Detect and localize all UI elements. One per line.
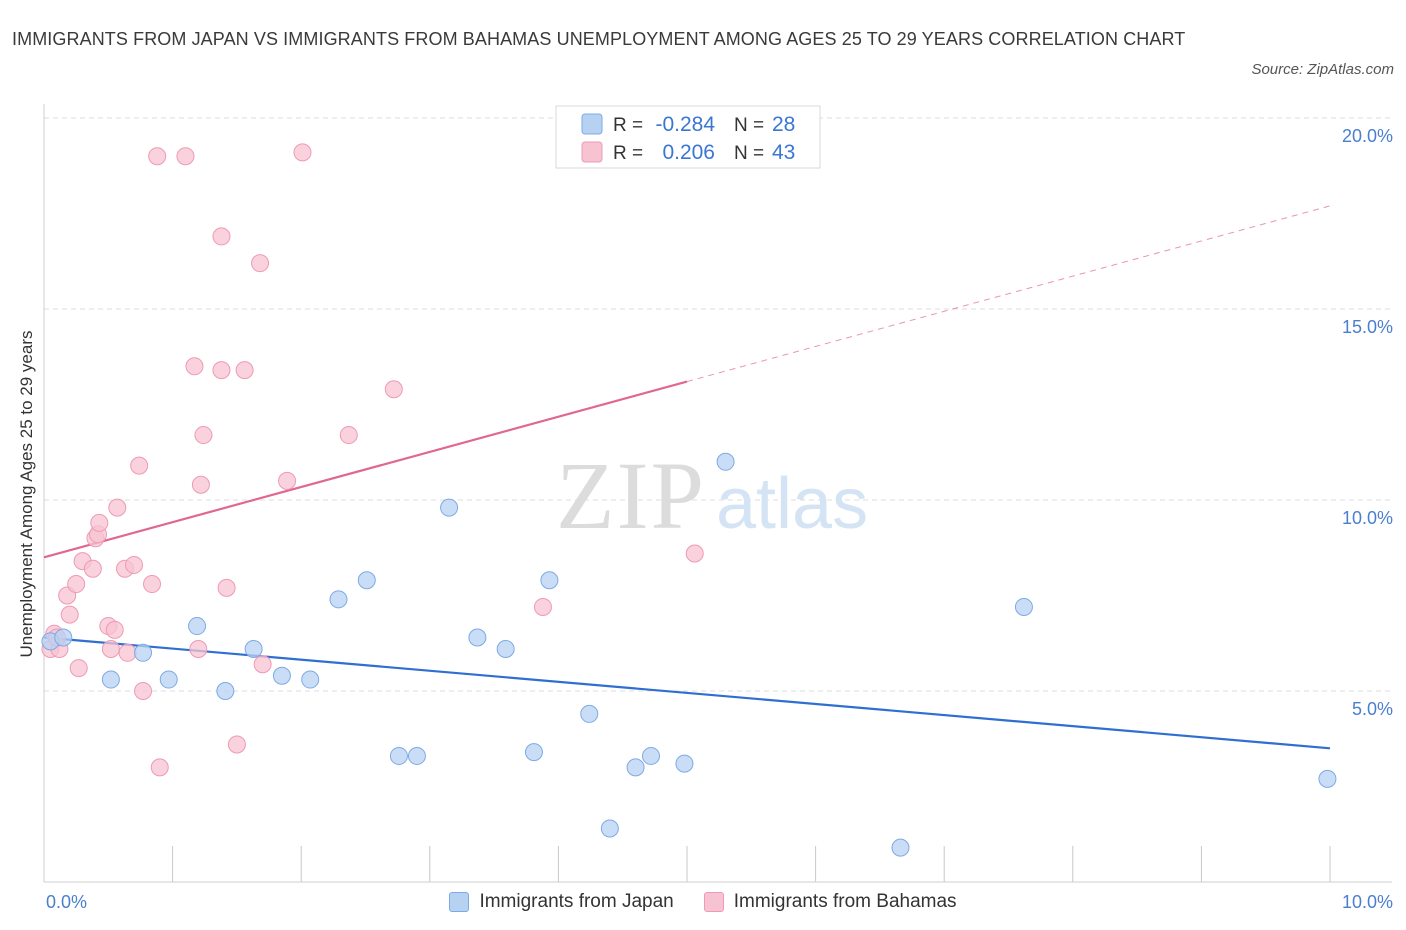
data-point-japan (496, 639, 515, 658)
data-point-japan (468, 628, 487, 647)
trend-line-bahamas (43, 380, 688, 559)
data-point-bahamas (83, 559, 102, 578)
data-point-bahamas (148, 147, 167, 166)
data-point-bahamas (67, 575, 86, 594)
stats-r-value-bahamas: 0.206 (662, 141, 715, 164)
data-point-japan (440, 498, 459, 517)
data-point-bahamas (185, 357, 204, 376)
data-point-japan (891, 838, 910, 857)
data-point-japan (716, 452, 735, 471)
y-tick-label: 20.0% (1342, 126, 1393, 146)
stats-n-value-japan: 28 (772, 113, 795, 136)
grid-lines (44, 117, 1392, 692)
data-point-japan (524, 743, 543, 762)
data-point-bahamas (339, 426, 358, 445)
data-point-bahamas (118, 643, 137, 662)
data-point-bahamas (194, 426, 213, 445)
legend-label-japan: Immigrants from Japan (479, 891, 674, 912)
data-point-bahamas (105, 620, 124, 639)
source-label: Source: ZipAtlas.com (1251, 61, 1394, 78)
data-point-bahamas (533, 597, 552, 616)
data-point-japan (357, 571, 376, 590)
data-point-japan (626, 758, 645, 777)
series-legend: Immigrants from Japan Immigrants from Ba… (0, 888, 1406, 916)
chart-title: IMMIGRANTS FROM JAPAN VS IMMIGRANTS FROM… (12, 29, 1186, 49)
data-point-japan (675, 754, 694, 773)
stats-n-value-bahamas: 43 (772, 141, 795, 164)
data-point-japan (54, 628, 73, 647)
data-point-bahamas (227, 735, 246, 754)
data-point-bahamas (60, 605, 79, 624)
data-point-japan (329, 590, 348, 609)
data-point-bahamas (235, 361, 254, 380)
data-point-bahamas (384, 380, 403, 399)
watermark: ZIP atlas (556, 442, 868, 549)
data-point-japan (600, 819, 619, 838)
trend-line-bahamas-extension (686, 205, 1331, 383)
x-tick-label: 0.0% (46, 892, 87, 912)
data-point-japan (188, 617, 207, 636)
legend-swatch-japan (449, 892, 470, 912)
data-point-japan (134, 643, 153, 662)
data-point-bahamas (176, 147, 195, 166)
data-point-bahamas (150, 758, 169, 777)
data-point-bahamas (130, 456, 149, 475)
data-point-japan (1318, 769, 1337, 788)
y-tick-label: 15.0% (1342, 317, 1393, 337)
data-point-bahamas (101, 639, 120, 658)
legend-item-bahamas: Immigrants from Bahamas (703, 891, 957, 913)
stats-n-label-bahamas: N = (734, 143, 764, 164)
y-tick-label: 10.0% (1342, 508, 1393, 528)
data-point-japan (641, 746, 660, 765)
watermark-atlas: atlas (716, 464, 868, 544)
legend-label-bahamas: Immigrants from Bahamas (733, 891, 957, 912)
stats-n-label-japan: N = (734, 115, 764, 136)
axes (43, 104, 1392, 883)
data-point-bahamas (189, 639, 208, 658)
data-point-bahamas (134, 682, 153, 700)
data-point-bahamas (69, 659, 88, 678)
data-point-japan (1014, 597, 1033, 616)
trend-line-japan (43, 636, 1331, 750)
data-point-japan (216, 682, 235, 700)
data-point-bahamas (293, 143, 312, 162)
watermark-zip: ZIP (556, 442, 706, 549)
data-point-bahamas (251, 254, 270, 273)
data-point-bahamas (217, 578, 236, 597)
data-point-bahamas (125, 555, 144, 574)
data-point-bahamas (253, 655, 272, 674)
legend-item-japan: Immigrants from Japan (449, 891, 674, 913)
x-tick-label: 10.0% (1342, 892, 1393, 912)
stats-r-value-japan: -0.284 (655, 113, 715, 136)
data-point-japan (389, 746, 408, 765)
stats-r-label-bahamas: R = (613, 143, 643, 164)
legend-swatch-bahamas (703, 892, 724, 912)
data-point-bahamas (685, 544, 704, 563)
data-points (41, 143, 1337, 857)
data-point-bahamas (191, 475, 210, 494)
stats-legend: R = -0.284 N = 28 R = 0.206 N = 43 (555, 105, 821, 169)
stats-swatch-japan (581, 113, 603, 135)
data-point-japan (580, 704, 599, 723)
data-point-bahamas (212, 361, 231, 380)
data-point-japan (101, 670, 120, 689)
data-point-japan (301, 670, 320, 689)
y-axis-label: Unemployment Among Ages 25 to 29 years (17, 331, 36, 658)
stats-swatch-bahamas (581, 141, 603, 163)
data-point-japan (407, 746, 426, 765)
stats-r-label-japan: R = (613, 115, 643, 136)
data-point-japan (540, 571, 559, 590)
y-tick-labels: 5.0% 10.0% 15.0% 20.0% (1342, 126, 1393, 719)
data-point-bahamas (143, 575, 162, 594)
data-point-bahamas (278, 471, 297, 490)
data-point-bahamas (90, 513, 109, 532)
data-point-japan (272, 666, 291, 685)
data-point-japan (244, 639, 263, 658)
data-point-bahamas (108, 498, 127, 517)
data-point-japan (159, 670, 178, 689)
y-tick-label: 5.0% (1352, 699, 1393, 719)
x-tick-labels: 0.0% 10.0% (46, 892, 1393, 912)
data-point-bahamas (212, 227, 231, 246)
